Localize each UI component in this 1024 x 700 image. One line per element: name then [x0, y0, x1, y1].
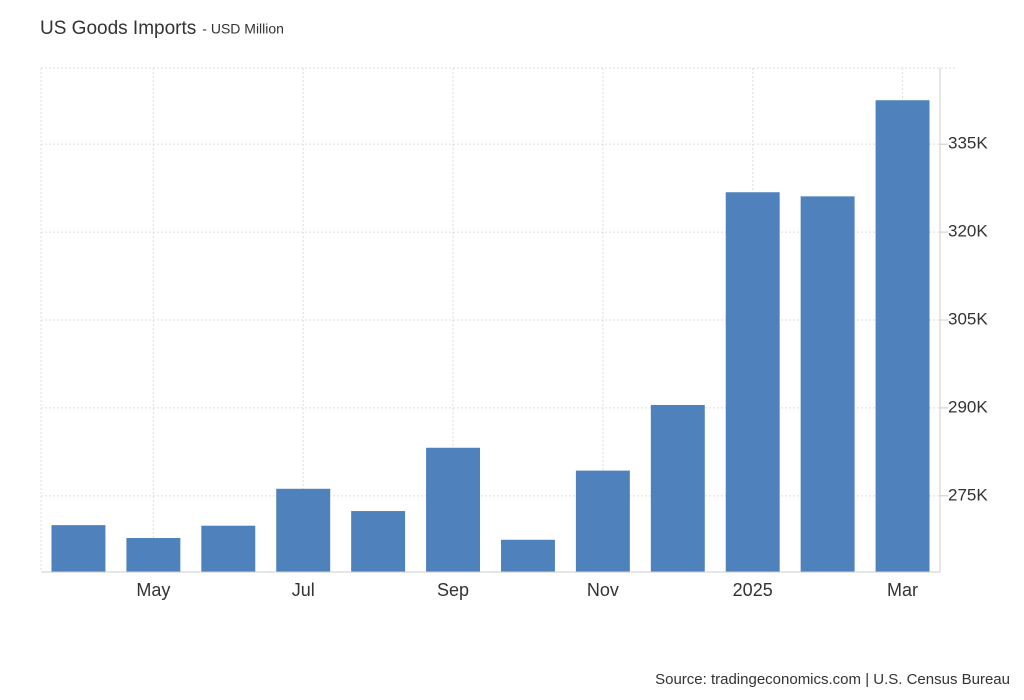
bar	[276, 488, 331, 572]
bar	[426, 447, 481, 572]
y-tick-label: 290K	[948, 397, 988, 416]
bar	[126, 538, 181, 572]
x-tick-label: May	[136, 580, 170, 600]
bar	[201, 525, 256, 572]
chart-subtitle: - USD Million	[202, 21, 284, 37]
y-tick-label: 275K	[948, 485, 988, 504]
x-tick-label: 2025	[733, 580, 773, 600]
x-tick-label: Nov	[587, 580, 619, 600]
bar	[51, 525, 106, 572]
bar	[351, 511, 406, 572]
x-tick-label: Jul	[292, 580, 315, 600]
bar	[875, 100, 930, 573]
x-tick-label: Mar	[887, 580, 918, 600]
bar	[500, 539, 555, 572]
y-tick-label: 335K	[948, 134, 988, 153]
y-tick-label: 305K	[948, 309, 988, 328]
y-tick-label: 320K	[948, 222, 988, 241]
x-tick-label: Sep	[437, 580, 469, 600]
source: Source: tradingeconomics.com | U.S. Cens…	[655, 671, 1010, 688]
bar	[575, 470, 630, 572]
bar	[650, 404, 705, 572]
bar	[725, 192, 780, 572]
bar	[800, 196, 855, 573]
chart-title: US Goods Imports	[40, 18, 196, 39]
